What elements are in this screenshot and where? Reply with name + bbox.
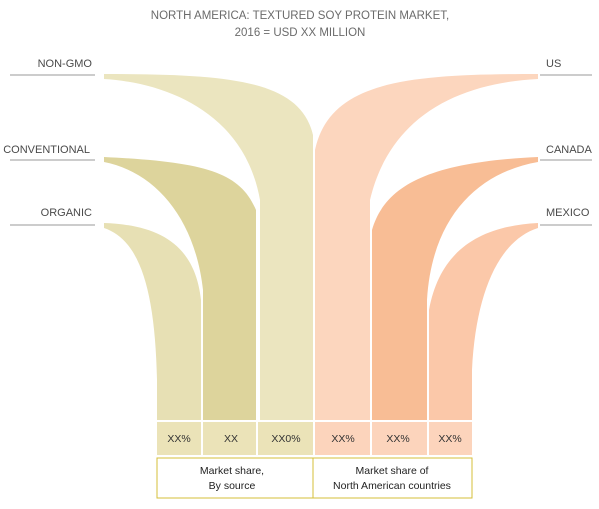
chart-title-line-2: 2016 = USD XX MILLION (235, 27, 366, 39)
value-label-organic: XX% (167, 433, 190, 445)
category-label-non-gmo: NON-GMO (38, 58, 93, 70)
category-label-us: US (546, 58, 561, 70)
value-label-mexico: XX% (438, 433, 461, 445)
value-band-organic (157, 422, 201, 455)
value-label-non-gmo: XX0% (271, 433, 300, 445)
value-band-non-gmo (258, 422, 313, 455)
category-label-mexico: MEXICO (546, 207, 590, 219)
value-band-mexico (429, 422, 472, 455)
stream-mexico (429, 223, 538, 420)
category-label-canada: CANADA (546, 144, 593, 156)
value-band-canada (372, 422, 427, 455)
stream-canada (372, 157, 538, 420)
stream-conventional (104, 157, 256, 420)
group-box-countries (312, 457, 473, 499)
value-label-us: XX% (331, 433, 354, 445)
stream-non-gmo (104, 74, 313, 420)
value-label-canada: XX% (386, 433, 409, 445)
value-band-us (315, 422, 370, 455)
stream-organic (104, 223, 201, 420)
value-label-conventional: XX (224, 433, 238, 445)
group-box-by-source (156, 457, 314, 499)
group-label-countries-line-1: Market share of (356, 465, 429, 477)
category-label-conventional: CONVENTIONAL (3, 144, 90, 156)
value-band-conventional (203, 422, 256, 455)
group-label-source-line-1: Market share, (200, 465, 264, 477)
category-label-organic: ORGANIC (41, 207, 92, 219)
group-label-source-line-2: By source (209, 480, 256, 492)
stream-us (315, 74, 538, 420)
group-label-countries-line-2: North American countries (333, 480, 451, 492)
chart-title-line-1: NORTH AMERICA: TEXTURED SOY PROTEIN MARK… (151, 10, 449, 22)
